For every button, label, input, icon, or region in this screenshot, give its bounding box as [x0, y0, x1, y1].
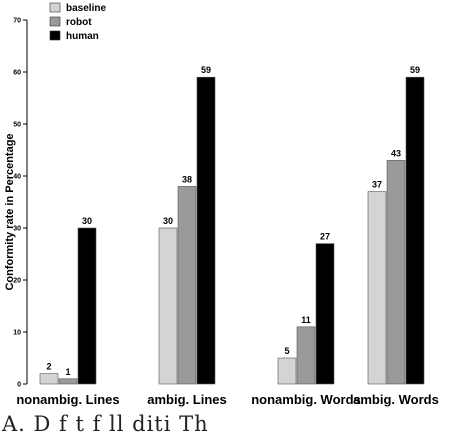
- legend-label-robot: robot: [66, 17, 92, 28]
- y-tick-label: 0: [17, 382, 21, 389]
- bar-value-label: 11: [301, 315, 311, 325]
- legend-swatch-robot: [49, 16, 61, 27]
- bar-baseline: [39, 373, 59, 385]
- bar-value-label: 27: [320, 232, 330, 242]
- bar-human: [77, 227, 97, 385]
- x-category-label: nonambig. Lines: [16, 392, 119, 407]
- bar-robot: [386, 160, 406, 385]
- bar-robot: [296, 326, 316, 385]
- caption-fragment: A. D f t f ll diti Th: [2, 412, 209, 436]
- axes: 0 10 20 30 40 50 60 70 Conformity rate in Percen…: [4, 18, 28, 389]
- legend-swatch-human: [49, 30, 61, 41]
- legend: baseline robot human: [49, 2, 106, 42]
- x-category-label: nonambig. Words: [251, 392, 361, 407]
- bar-value-label: 1: [65, 367, 70, 377]
- bar-baseline: [367, 191, 387, 385]
- y-tick-label: 50: [13, 122, 21, 129]
- bars: [39, 76, 425, 385]
- bar-value-label: 59: [201, 65, 211, 75]
- legend-label-human: human: [66, 31, 99, 42]
- y-tick-label: 30: [13, 226, 21, 233]
- legend-swatch-baseline: [49, 2, 61, 13]
- bar-human: [405, 76, 425, 385]
- bar-baseline: [158, 227, 178, 385]
- bar-value-label: 43: [391, 148, 401, 158]
- y-tick-label: 10: [13, 330, 21, 337]
- bar-chart: 0 10 20 30 40 50 60 70 Conformity rate in Percen…: [4, 2, 439, 407]
- bar-robot: [58, 378, 78, 385]
- bar-value-label: 37: [372, 180, 382, 190]
- legend-label-baseline: baseline: [66, 3, 106, 14]
- y-axis-title: Conformity rate in Percentage: [4, 133, 16, 290]
- bar-value-label: 2: [46, 362, 51, 372]
- bar-human: [315, 243, 335, 385]
- x-category-label: ambig. Lines: [147, 392, 226, 407]
- bar-value-label: 30: [163, 216, 173, 226]
- y-tick-label: 20: [13, 278, 21, 285]
- y-tick-label: 60: [13, 70, 21, 77]
- bar-robot: [177, 186, 197, 385]
- bar-human: [196, 76, 216, 385]
- labels: 2 1 30 nonambig. Lines 30 38 59 ambig. Lines 5 11…: [16, 65, 439, 407]
- y-tick-label: 40: [13, 174, 21, 181]
- bar-value-label: 5: [284, 346, 289, 356]
- bar-baseline: [277, 357, 297, 385]
- x-category-label: ambig. Words: [353, 392, 439, 407]
- y-tick-label: 70: [13, 18, 21, 25]
- bar-value-label: 59: [410, 65, 420, 75]
- bar-value-label: 30: [82, 216, 92, 226]
- bar-value-label: 38: [182, 174, 192, 184]
